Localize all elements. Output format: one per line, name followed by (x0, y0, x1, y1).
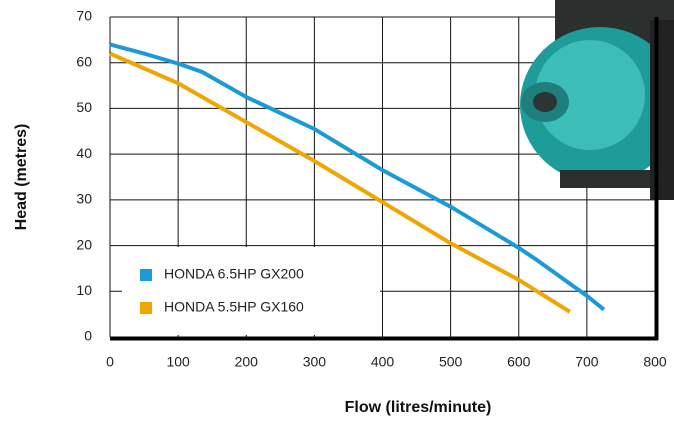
y-tick-label: 10 (76, 282, 92, 298)
x-tick-label: 800 (643, 354, 667, 370)
x-tick-label: 100 (166, 354, 190, 370)
x-tick-label: 400 (371, 354, 395, 370)
lines (109, 42, 606, 314)
legend-label: HONDA 5.5HP GX160 (164, 299, 304, 315)
y-tick-label: 40 (76, 145, 92, 161)
pump-image (520, 0, 674, 200)
y-tick-label: 0 (84, 328, 92, 344)
series-line (109, 51, 571, 314)
x-tick-label: 300 (303, 354, 327, 370)
grid (109, 16, 656, 338)
series-line (109, 42, 606, 312)
y-tick-label: 60 (76, 53, 92, 69)
y-tick-label: 70 (76, 8, 92, 24)
x-tick-label: 200 (235, 354, 259, 370)
y-tick-label: 50 (76, 99, 92, 115)
legend-marker (140, 269, 152, 281)
legend-box (122, 247, 380, 335)
x-tick-label: 600 (507, 354, 531, 370)
x-tick-label: 0 (106, 354, 114, 370)
y-axis-title: Head (metres) (13, 124, 30, 231)
legend-marker (140, 302, 152, 314)
x-axis-title: Flow (litres/minute) (345, 399, 492, 416)
y-tick-label: 30 (76, 191, 92, 207)
x-tick-label: 500 (439, 354, 463, 370)
y-tick-label: 20 (76, 236, 92, 252)
legend-label: HONDA 6.5HP GX200 (164, 266, 304, 282)
x-tick-label: 700 (575, 354, 599, 370)
